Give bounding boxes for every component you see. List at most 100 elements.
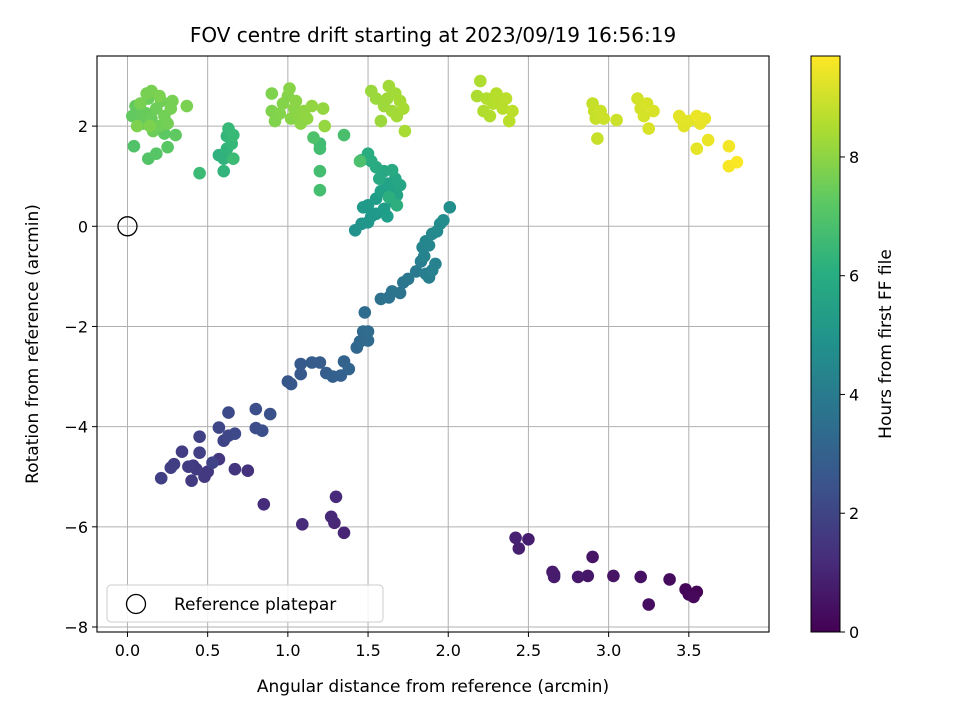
data-point [316,102,330,115]
data-point [547,568,561,581]
colorbar-tick-label: 0 [849,623,859,642]
data-point [294,367,308,381]
x-tick-label: 3.5 [676,641,701,660]
data-point [610,113,623,127]
data-point [586,550,599,564]
data-point [212,421,226,434]
data-point [305,99,319,113]
data-point [217,152,230,165]
x-tick-label: 2.5 [516,641,541,660]
data-point [496,102,510,115]
colorbar-label: Hours from first FF file [876,249,896,439]
data-point [361,325,375,338]
data-point [313,142,327,155]
data-point [313,164,327,178]
y-tick-label: 0 [78,217,88,236]
data-point [502,114,516,128]
data-point [150,147,163,160]
data-point [263,407,277,421]
data-point [393,178,407,192]
y-tick-label: −6 [64,518,88,537]
y-tick-label: −2 [64,317,88,336]
legend-marker-reference [125,593,147,615]
x-tick-label: 3.0 [596,641,621,660]
data-point [193,430,206,444]
data-point [337,526,351,540]
x-axis: 0.0 0.5 1.0 1.5 2.0 2.5 3.0 3.5 [115,632,702,660]
data-point [358,306,372,319]
data-point [642,598,655,611]
data-point [342,362,356,376]
data-point [227,152,240,165]
data-point [470,89,484,103]
data-point [255,424,269,438]
legend-box [106,584,384,623]
data-point [474,74,487,88]
x-tick-label: 0.5 [195,641,220,660]
data-point [581,569,595,583]
data-point [265,87,279,100]
data-point [180,99,194,113]
data-point [127,139,141,153]
grid [97,56,769,632]
data-point [397,102,410,115]
data-point [437,214,450,227]
data-point [730,155,744,169]
data-point [398,124,412,138]
data-point [193,166,206,180]
data-point [637,109,651,123]
data-point [373,172,386,185]
data-point [381,210,394,223]
data-point [512,542,526,555]
data-point [443,201,457,214]
colorbar-tick-label: 2 [849,504,859,523]
data-point [289,94,303,108]
colorbar-tick-label: 8 [849,148,859,167]
data-point [607,569,620,583]
data-point [164,461,178,475]
data-point [374,114,388,128]
data-point [273,107,287,120]
y-tick-label: 2 [78,117,88,136]
data-point [193,446,206,460]
data-point [228,427,242,441]
data-point [701,133,715,147]
data-point [329,490,343,504]
data-point [324,510,338,524]
data-point [361,334,375,347]
data-point [506,104,519,118]
data-point [161,117,174,130]
data-point [182,460,195,474]
data-point [509,531,522,545]
data-point [198,470,211,484]
data-point [385,163,399,177]
data-point [687,590,700,604]
data-point [241,464,255,478]
x-tick-label: 2.0 [436,641,461,660]
x-tick-label: 1.0 [275,641,300,660]
x-tick-label: 1.5 [355,641,380,660]
legend-label-reference: Reference platepar [174,595,336,615]
y-axis-title: Rotation from reference (arcmin) [23,204,43,484]
data-point [206,456,219,470]
data-point [153,89,166,103]
reference-marker-group [117,216,138,237]
data-point [382,190,396,204]
data-point [422,239,436,252]
data-point [257,498,271,511]
data-point [300,112,314,125]
data-point [369,92,383,105]
data-point [429,257,442,271]
data-point [499,92,513,105]
data-point [401,272,415,286]
y-tick-label: −8 [64,618,88,637]
data-point [690,109,704,123]
data-point [337,128,351,142]
data-point [591,132,604,145]
data-point [166,94,179,108]
x-axis-title: Angular distance from reference (arcmin) [257,677,609,697]
y-tick-label: −4 [64,418,88,437]
legend: Reference platepar [106,584,384,623]
x-tick-label: 0.0 [115,641,140,660]
chart-title: FOV centre drift starting at 2023/09/19 … [190,23,676,47]
